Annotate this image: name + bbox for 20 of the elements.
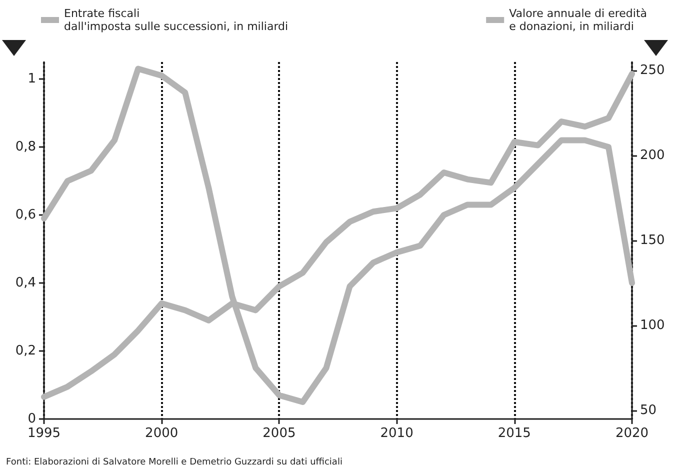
x-tick-label: 2010: [380, 426, 414, 441]
x-tick-label: 2015: [498, 426, 531, 441]
x-tick-label: 2020: [615, 426, 649, 441]
y2-tick-label: 200: [640, 148, 665, 163]
y-tick-label: 0,2: [15, 344, 36, 358]
legend-label: Valore annuale di eredità e donazioni, in miliardi: [509, 7, 648, 33]
x-tick-label: 2000: [145, 426, 178, 441]
y-tick-label: 1: [28, 72, 36, 86]
x-tick-label: 2005: [262, 426, 296, 441]
y2-tick-label: 50: [640, 403, 657, 418]
y-tick-label: 0,8: [15, 140, 36, 154]
y2-tick-label: 100: [640, 318, 665, 333]
y-tick-label: 0,6: [15, 208, 36, 222]
y-tick-label: 0,4: [15, 276, 36, 290]
x-tick-label: 1995: [27, 426, 61, 441]
y2-tick-label: 150: [640, 233, 665, 248]
y2-tick-label: 250: [640, 63, 665, 78]
legend-label: Entrate fiscali dall'imposta sulle successioni, in miliardi: [64, 7, 288, 33]
text: Fonti: Elaborazioni di Salvatore Morelli e Demetrio Guzzardi su dati ufficiali: [6, 458, 342, 468]
y-tick-label: 0: [28, 412, 36, 426]
